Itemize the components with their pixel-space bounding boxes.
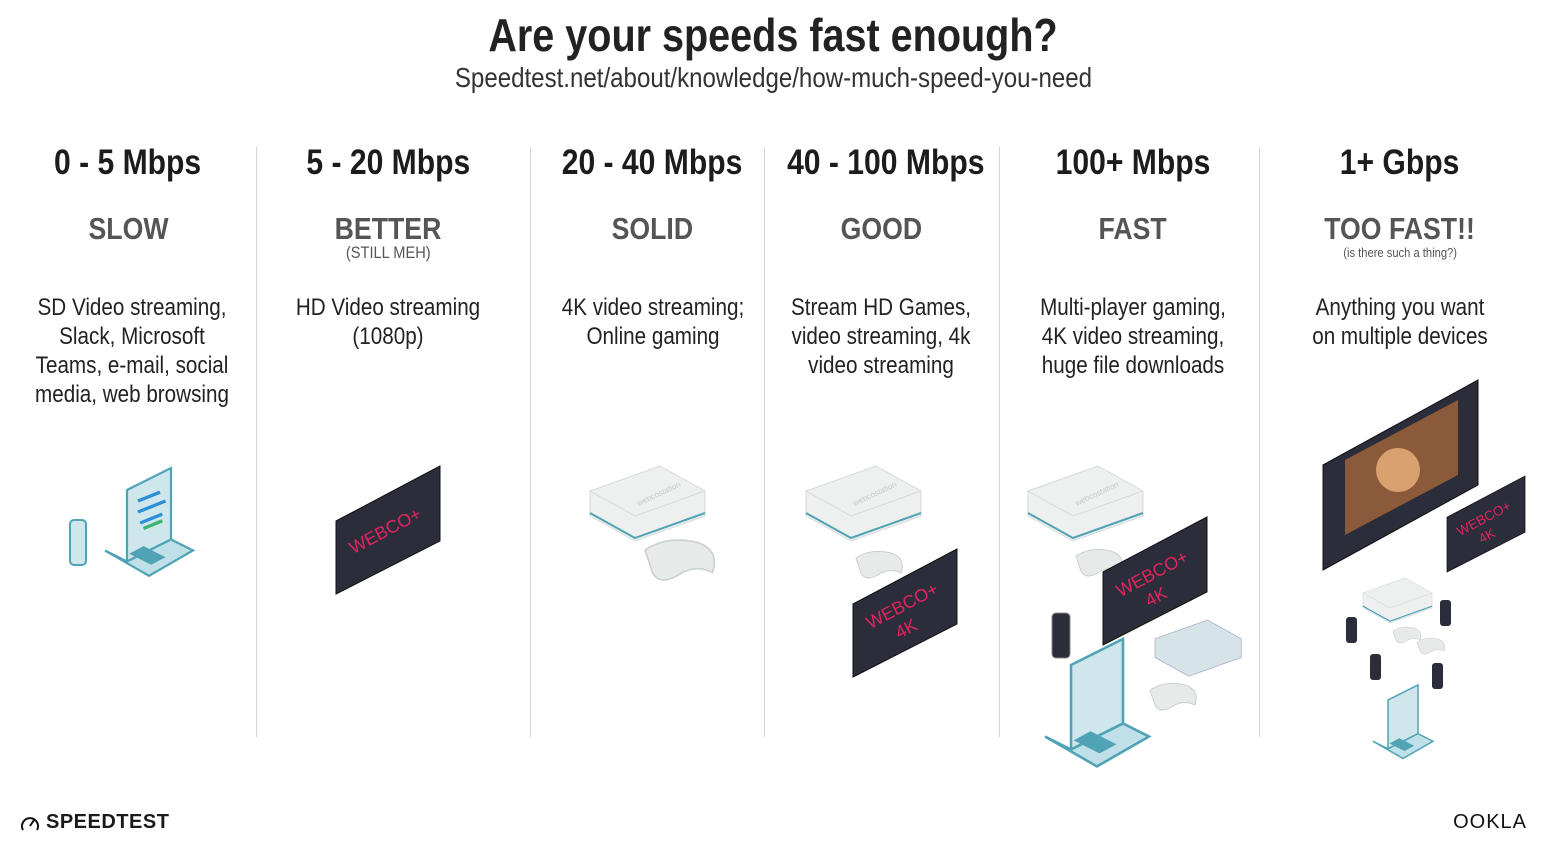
ookla-logo: OOKLA <box>1453 811 1527 833</box>
tier-solid: 20 - 40 Mbps SOLID 4K video streaming; O… <box>538 140 766 740</box>
tier-description: 4K video streaming; Online gaming <box>561 294 745 350</box>
tier-rating: TOO FAST!! <box>1324 211 1476 246</box>
tier-fast: 100+ Mbps FAST Multi-player gaming, 4K v… <box>1008 140 1258 740</box>
tier-description: Multi-player gaming, 4K video streaming,… <box>1040 294 1226 379</box>
phone-icon <box>1370 654 1381 680</box>
column-divider <box>999 147 1000 737</box>
laptop-icon <box>1372 684 1434 760</box>
phone-icon <box>69 519 87 566</box>
controller-icon <box>1392 626 1422 644</box>
tier-good: 40 - 100 Mbps GOOD Stream HD Games, vide… <box>771 140 991 740</box>
controller-icon <box>855 550 903 579</box>
tier-note: (STILL MEH) <box>345 243 431 262</box>
tier-speed: 40 - 100 Mbps <box>787 143 985 182</box>
tv-icon: WEBCO+ <box>335 465 441 595</box>
column-divider <box>1259 147 1260 737</box>
controller-icon <box>1149 682 1197 711</box>
tier-too-fast: 1+ Gbps TOO FAST!! (is there such a thin… <box>1270 140 1530 740</box>
phone-icon <box>1432 663 1443 689</box>
game-console-icon: webcostation <box>1027 465 1144 542</box>
tier-rating: SOLID <box>611 211 693 246</box>
phone-icon <box>1051 612 1071 659</box>
tier-speed: 1+ Gbps <box>1340 143 1460 182</box>
tier-description: HD Video streaming (1080p) <box>295 294 481 350</box>
controller-icon <box>1416 637 1446 655</box>
tv-large-icon <box>1322 379 1479 571</box>
tier-rating: BETTER <box>334 211 442 246</box>
tier-description: Anything you want on multiple devices <box>1312 294 1488 350</box>
laptop-icon <box>103 466 195 577</box>
tier-rating: FAST <box>1098 211 1168 246</box>
game-console-icon <box>1154 619 1242 677</box>
game-console-icon <box>1362 577 1433 624</box>
tier-speed: 20 - 40 Mbps <box>561 143 743 182</box>
column-divider <box>530 147 531 737</box>
device-label: 4K <box>1476 525 1498 546</box>
tier-speed: 0 - 5 Mbps <box>54 143 202 182</box>
tier-note: (is there such a thing?) <box>1343 245 1457 260</box>
tier-speed: 5 - 20 Mbps <box>306 143 470 182</box>
game-console-icon: webcostation <box>589 465 706 542</box>
tier-rating: SLOW <box>88 211 168 246</box>
tier-description: Stream HD Games, video streaming, 4k vid… <box>790 294 972 379</box>
tier-description: SD Video streaming, Slack, Microsoft Tea… <box>35 294 229 408</box>
column-divider <box>256 147 257 737</box>
column-divider <box>764 147 765 737</box>
phone-icon <box>1440 600 1451 626</box>
phone-icon <box>1346 617 1357 643</box>
page-title: Are your speeds fast enough? <box>488 9 1059 61</box>
tier-better: 5 - 20 Mbps BETTER (STILL MEH) HD Video … <box>268 140 508 740</box>
source-url: Speedtest.net/about/knowledge/how-much-s… <box>454 62 1093 93</box>
tier-rating: GOOD <box>840 211 922 246</box>
game-console-icon: webcostation <box>805 465 922 542</box>
controller-icon <box>644 539 716 581</box>
tier-slow: 0 - 5 Mbps SLOW SD Video streaming, Slac… <box>12 140 244 740</box>
gauge-icon <box>21 816 39 830</box>
tier-speed: 100+ Mbps <box>1055 143 1211 182</box>
speedtest-logo: SPEEDTEST <box>20 811 169 834</box>
